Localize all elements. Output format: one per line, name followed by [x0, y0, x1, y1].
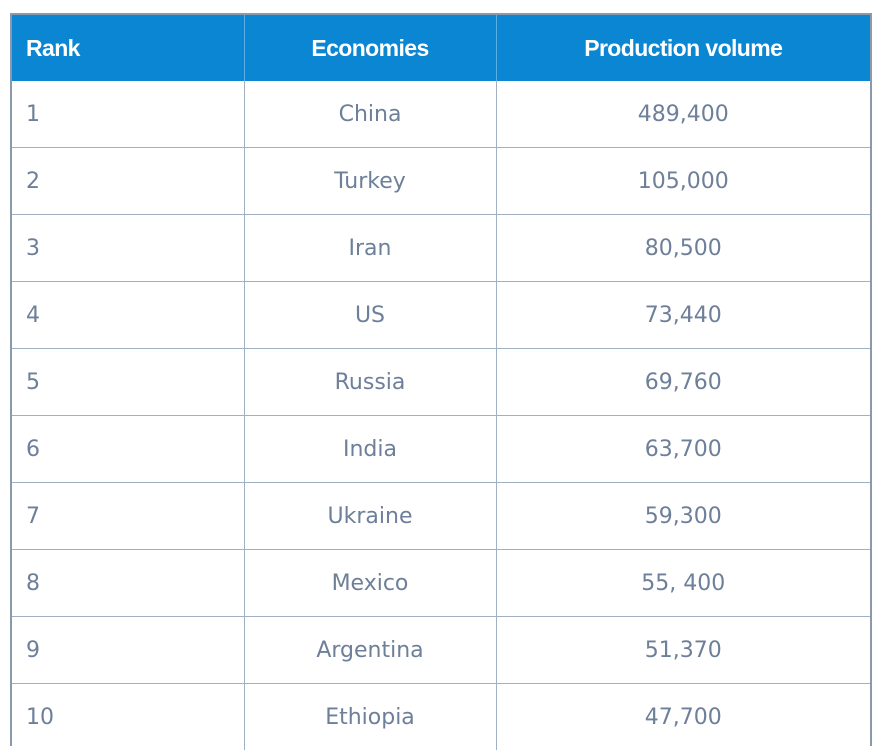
- cell-economy: Ukraine: [244, 482, 497, 550]
- cell-rank: 2: [12, 147, 245, 215]
- cell-economy: China: [244, 81, 497, 148]
- cell-production-volume: 69,760: [496, 348, 870, 416]
- cell-rank: 6: [12, 415, 245, 483]
- production-table-frame: Rank Economies Production volume 1 China…: [10, 13, 872, 750]
- column-header-production-volume: Production volume: [496, 15, 870, 81]
- table-row: 4 US 73,440: [12, 281, 870, 349]
- cell-economy: Iran: [244, 214, 497, 282]
- table-row: 5 Russia 69,760: [12, 348, 870, 416]
- table-row: 1 China 489,400: [12, 81, 870, 148]
- table-row: 7 Ukraine 59,300: [12, 482, 870, 550]
- cell-rank: 7: [12, 482, 245, 550]
- table-header: Rank Economies Production volume: [12, 15, 870, 81]
- cell-economy: US: [244, 281, 497, 349]
- cell-production-volume: 55, 400: [496, 549, 870, 617]
- cell-economy: Mexico: [244, 549, 497, 617]
- table-row: 9 Argentina 51,370: [12, 616, 870, 684]
- table-row: 3 Iran 80,500: [12, 214, 870, 282]
- column-header-rank: Rank: [12, 15, 245, 81]
- cell-economy: Russia: [244, 348, 497, 416]
- column-header-economies: Economies: [244, 15, 497, 81]
- cell-production-volume: 63,700: [496, 415, 870, 483]
- cell-rank: 1: [12, 81, 245, 148]
- table-row: 6 India 63,700: [12, 415, 870, 483]
- cell-production-volume: 105,000: [496, 147, 870, 215]
- table-row: 8 Mexico 55, 400: [12, 549, 870, 617]
- cell-production-volume: 80,500: [496, 214, 870, 282]
- cell-economy: Turkey: [244, 147, 497, 215]
- cell-rank: 3: [12, 214, 245, 282]
- header-row: Rank Economies Production volume: [12, 15, 870, 81]
- cell-rank: 8: [12, 549, 245, 617]
- cell-economy: India: [244, 415, 497, 483]
- cell-production-volume: 489,400: [496, 81, 870, 148]
- table-row: 10 Ethiopia 47,700: [12, 683, 870, 750]
- table-body: 1 China 489,400 2 Turkey 105,000 3 Iran …: [12, 81, 870, 750]
- production-ranking-table: Rank Economies Production volume 1 China…: [12, 15, 870, 750]
- cell-rank: 9: [12, 616, 245, 684]
- cell-production-volume: 47,700: [496, 683, 870, 750]
- cell-rank: 4: [12, 281, 245, 349]
- cell-rank: 5: [12, 348, 245, 416]
- cell-economy: Ethiopia: [244, 683, 497, 750]
- cell-production-volume: 59,300: [496, 482, 870, 550]
- cell-production-volume: 73,440: [496, 281, 870, 349]
- cell-economy: Argentina: [244, 616, 497, 684]
- cell-rank: 10: [12, 683, 245, 750]
- table-row: 2 Turkey 105,000: [12, 147, 870, 215]
- cell-production-volume: 51,370: [496, 616, 870, 684]
